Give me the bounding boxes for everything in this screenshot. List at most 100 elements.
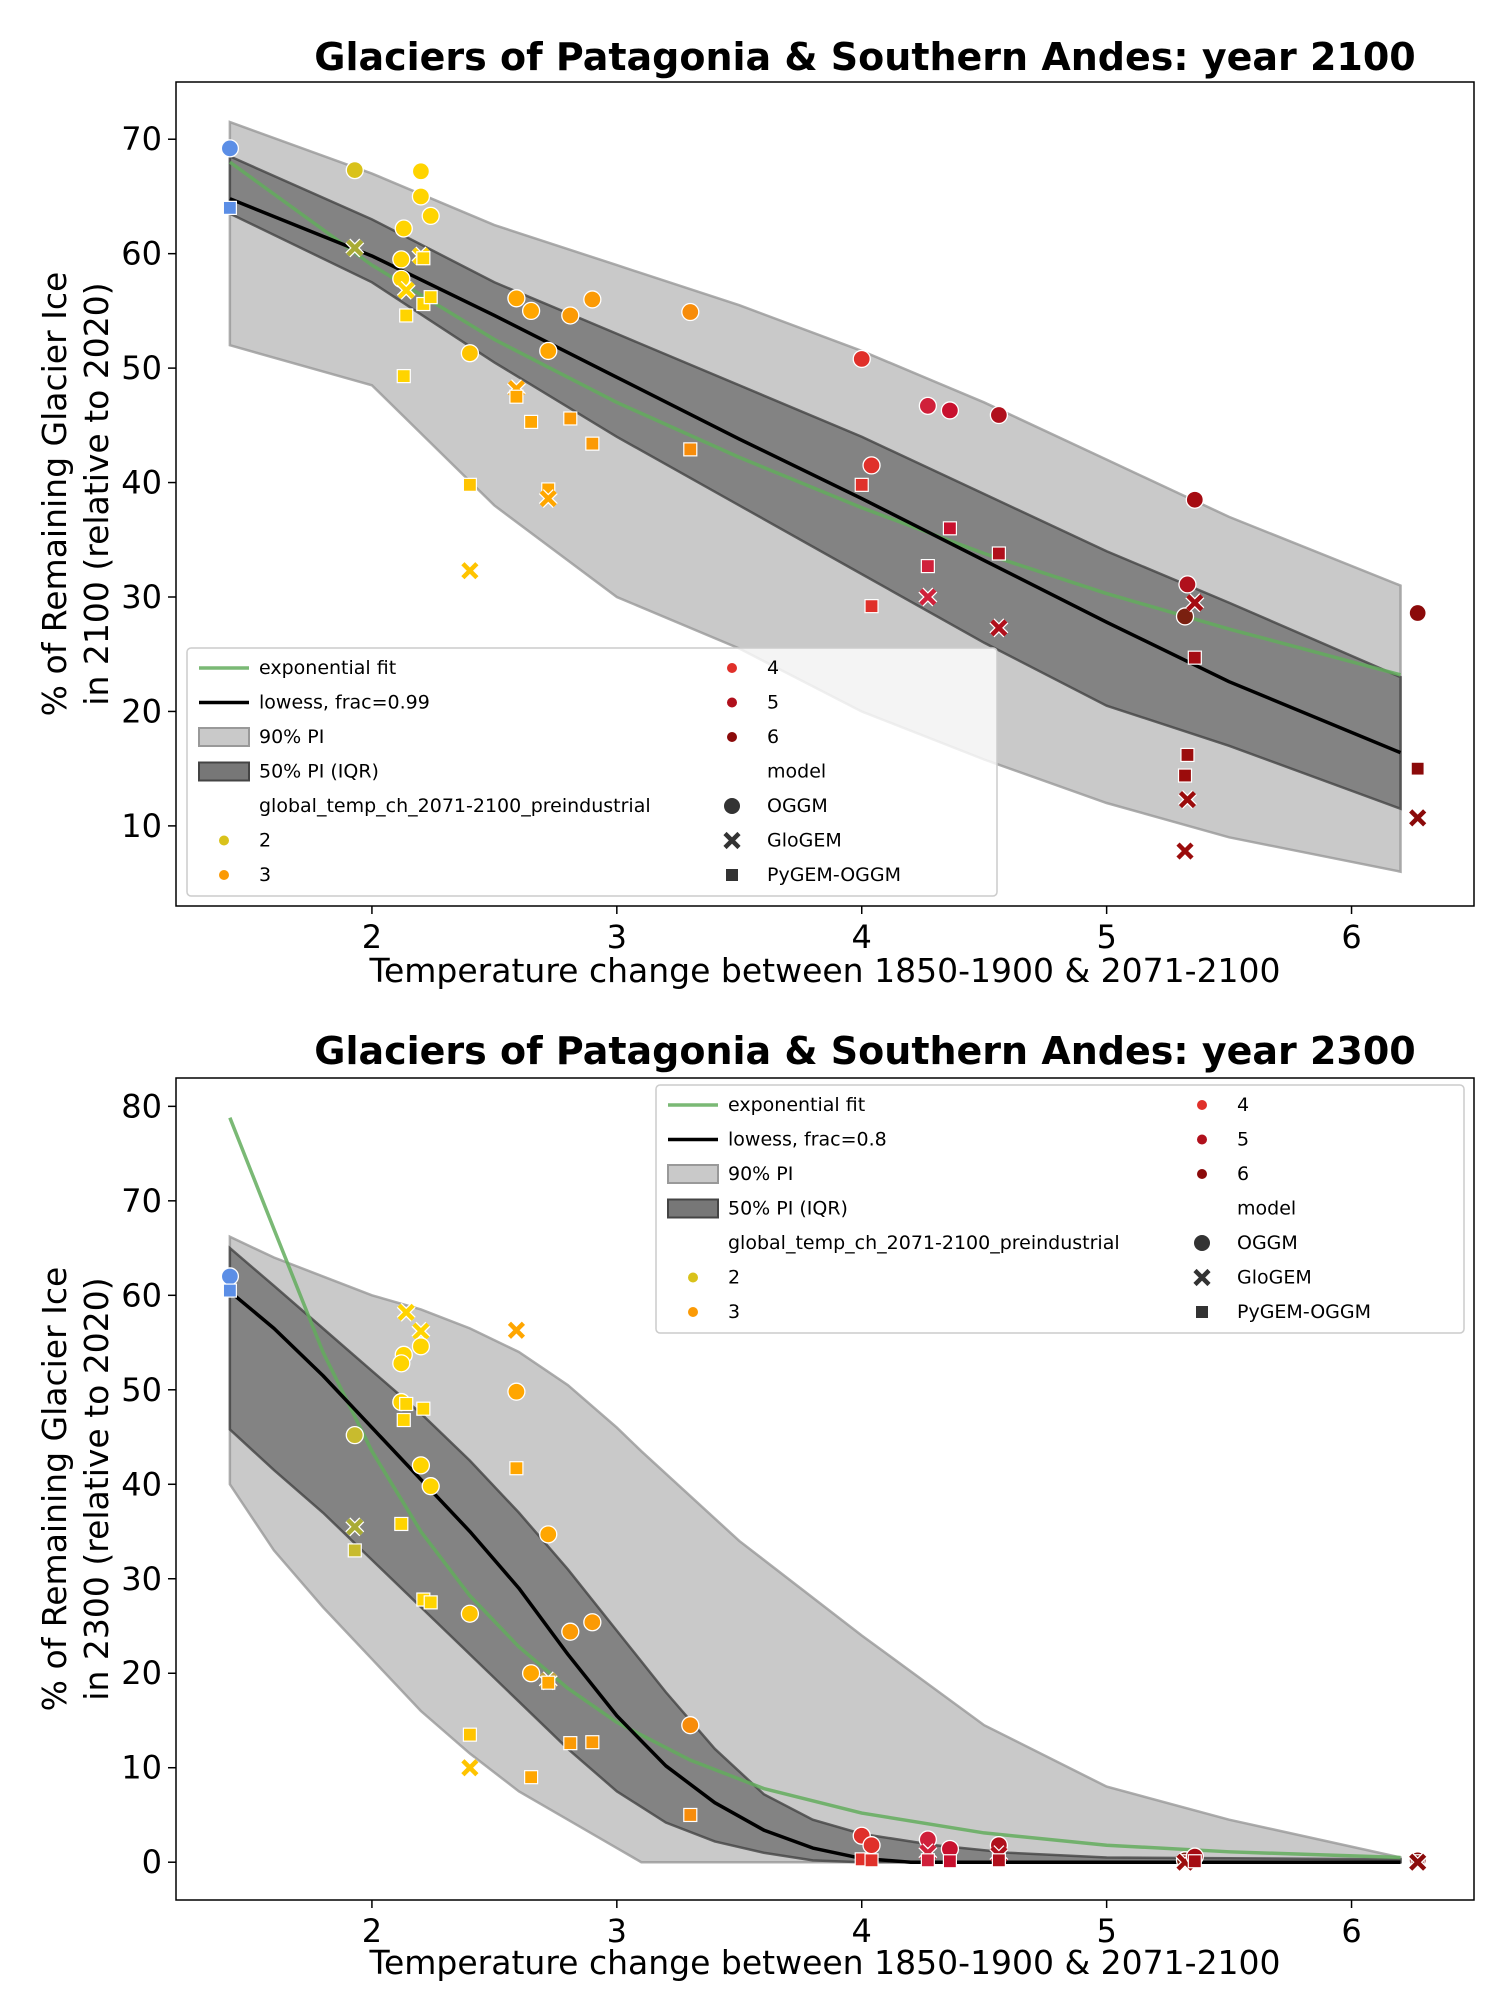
legend-label: exponential fit: [728, 1094, 865, 1116]
data-point-square: [1180, 747, 1195, 763]
data-point-circle: [411, 1456, 431, 1475]
legend-box: [186, 647, 998, 897]
legend-label: 90% PI: [728, 1163, 793, 1185]
data-point-square: [991, 1853, 1006, 1868]
data-point-circle: [521, 1664, 541, 1683]
data-point-circle: [852, 349, 871, 369]
band-50pct-pi: [228, 154, 1402, 811]
legend-style-title: model: [1237, 1198, 1296, 1220]
data-point-square: [222, 200, 237, 215]
data-point-circle: [681, 302, 700, 322]
x-tick-label: 6: [1341, 918, 1361, 956]
data-point-square: [423, 290, 438, 305]
data-point-square: [942, 1854, 958, 1869]
legend: exponential fit lowess, frac=0.99 90% PI 50…: [186, 647, 998, 897]
data-point-circle: [345, 160, 364, 180]
legend-label: 6: [1237, 1163, 1249, 1185]
x-tick-label: 5: [1096, 1912, 1116, 1950]
data-point-circle: [421, 1477, 440, 1496]
data-point-square: [394, 1516, 409, 1532]
data-point-square: [563, 1736, 578, 1751]
data-point-circle: [507, 1382, 526, 1401]
data-point-x: [460, 561, 480, 581]
legend-hue-dot: [727, 732, 737, 742]
legend-hue-dot: [688, 1307, 698, 1317]
data-point-square: [462, 1727, 477, 1742]
data-point-circle: [561, 1622, 580, 1641]
data-point-square: [854, 477, 869, 492]
data-point-circle: [989, 405, 1009, 425]
data-point-circle: [421, 206, 440, 226]
y-axis-label: % of Remaining Glacier Ice: [35, 272, 74, 717]
chart-title: Glaciers of Patagonia & Southern Andes: …: [314, 35, 1415, 79]
data-point-circle: [681, 1716, 700, 1735]
data-point-circle: [521, 301, 541, 321]
legend-label: 5: [767, 692, 779, 714]
x-tick-label: 5: [1096, 918, 1116, 956]
legend-hue-dot: [219, 835, 229, 846]
data-point-x: [506, 1320, 526, 1340]
data-point-square: [524, 1770, 539, 1785]
legend-label: lowess, frac=0.8: [728, 1129, 887, 1151]
y-axis-label: % of Remaining Glacier Ice: [35, 1267, 74, 1712]
data-point-square: [347, 1543, 362, 1558]
y-axis-label: in 2300 (relative to 2020): [77, 1277, 116, 1700]
data-point-circle: [539, 1525, 558, 1544]
plot-area: [220, 1117, 1428, 1872]
data-point-square: [920, 558, 935, 574]
data-point-x: [538, 489, 558, 509]
data-point-circle: [862, 456, 881, 475]
data-point-circle: [583, 290, 602, 309]
data-point-circle: [460, 1604, 480, 1623]
legend-label: 5: [1237, 1129, 1249, 1151]
legend-label: 3: [728, 1301, 740, 1323]
data-point-square: [399, 308, 414, 323]
data-point-x: [396, 1302, 416, 1322]
legend-hue-dot: [688, 1272, 698, 1283]
data-point-x: [411, 1321, 431, 1341]
legend-label: 6: [767, 726, 779, 748]
y-tick-label: 50: [121, 349, 162, 387]
x-tick-label: 4: [852, 918, 872, 956]
y-tick-label: 30: [121, 578, 162, 616]
x-axis-label: Temperature change between 1850-1900 & 2…: [368, 951, 1280, 990]
y-tick-label: 10: [121, 807, 162, 845]
data-point-x: [396, 280, 416, 300]
data-point-x: [1408, 808, 1428, 828]
legend-hue-dot: [727, 697, 737, 708]
data-point-circle: [862, 1836, 881, 1855]
legend-hue-dot: [1197, 1169, 1207, 1179]
data-point-x: [345, 1517, 365, 1537]
data-point-square: [864, 599, 879, 614]
data-point-square: [524, 414, 539, 429]
legend-label: PyGEM-OGGM: [1237, 1301, 1371, 1323]
legend-hue-title: global_temp_ch_2071-2100_preindustrial: [259, 795, 651, 817]
y-tick-label: 30: [121, 1560, 162, 1598]
y-tick-label: 20: [121, 692, 162, 730]
x-axis-label: Temperature change between 1850-1900 & 2…: [368, 1943, 1280, 1982]
legend-handle-patch: [198, 761, 250, 782]
data-point-x: [345, 238, 365, 258]
legend-style-title: model: [767, 761, 826, 783]
data-point-circle: [1178, 575, 1197, 594]
legend-label: 2: [728, 1267, 740, 1289]
y-tick-label: 20: [121, 1654, 162, 1692]
data-point-square: [585, 1735, 600, 1750]
data-point-circle: [539, 341, 558, 361]
data-point-square: [683, 442, 698, 457]
data-point-x: [1175, 841, 1195, 861]
y-tick-label: 50: [121, 1371, 162, 1409]
legend-label: OGGM: [767, 795, 828, 817]
chart-title: Glaciers of Patagonia & Southern Andes: …: [314, 1029, 1415, 1073]
legend-circle-marker: [724, 798, 740, 814]
data-point-circle: [392, 1354, 411, 1373]
data-point-square: [509, 389, 524, 404]
y-tick-label: 40: [121, 1465, 162, 1503]
data-point-circle: [411, 162, 431, 181]
y-axis-label: in 2100 (relative to 2020): [77, 282, 116, 705]
data-point-circle: [1175, 607, 1195, 626]
legend-handle-patch: [667, 1164, 719, 1184]
data-point-x: [989, 618, 1009, 638]
data-point-square: [991, 546, 1006, 561]
